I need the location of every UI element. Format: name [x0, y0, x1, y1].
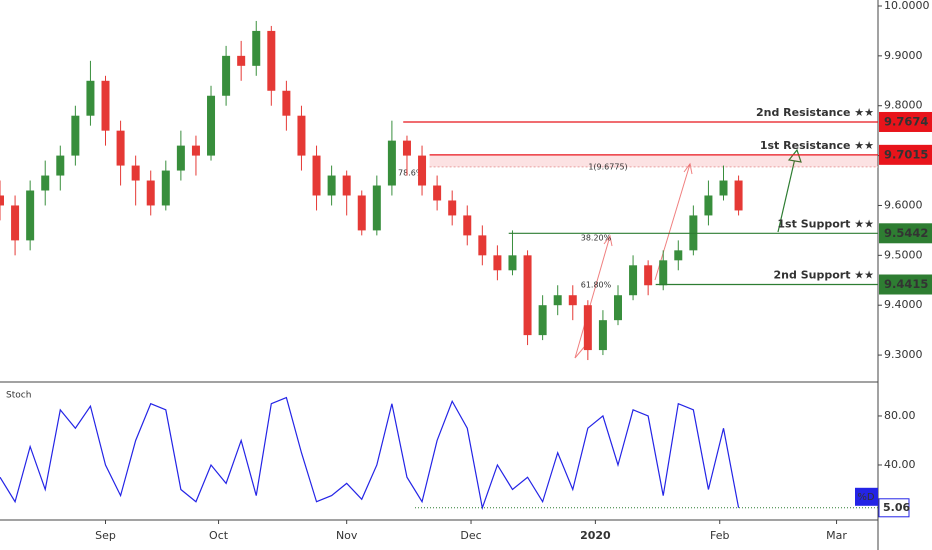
candle-body [583, 305, 592, 351]
candle-body [659, 260, 668, 286]
y-tick-label: 40.00 [884, 458, 916, 471]
y-tick-label: 9.6000 [884, 198, 923, 211]
fib-label: 78.6% [398, 169, 424, 178]
candle-body [719, 180, 728, 196]
candle-body [402, 140, 411, 156]
candle-body [116, 130, 125, 166]
level-price-label: 9.7674 [884, 114, 928, 128]
candle-body [387, 140, 396, 186]
candle-body [191, 145, 200, 156]
candle-body [176, 145, 185, 171]
candle-body [26, 190, 35, 241]
resistance-zone [429, 154, 878, 167]
candle-body [704, 195, 713, 216]
candle-body [357, 195, 366, 231]
legend-box [855, 487, 878, 506]
fib-label: 38.20% [581, 234, 612, 243]
candle-body [418, 155, 427, 186]
candle-body [342, 175, 351, 196]
candle-body [86, 80, 95, 116]
candle-body [41, 175, 50, 191]
y-tick-label: 10.0000 [884, 0, 930, 12]
candle-body [568, 295, 577, 306]
candle-body [734, 180, 743, 211]
candle-body [11, 205, 20, 241]
fib-label: 1(9.6775) [588, 163, 627, 172]
candle-body [433, 185, 442, 201]
x-tick-label: Sep [95, 529, 116, 542]
candle-body [0, 195, 4, 206]
y-tick-label: 9.4000 [884, 298, 923, 311]
level-name: 1st Resistance ★★ [760, 139, 874, 152]
candle-body [237, 55, 246, 66]
candle-body [207, 95, 216, 156]
candle-body [161, 170, 170, 206]
indicator-title: Stoch [6, 391, 31, 401]
candle-body [538, 305, 547, 336]
x-tick-label: Nov [336, 529, 358, 542]
legend-label: %D [857, 492, 875, 503]
candle-body [56, 155, 65, 176]
last-value-box [878, 498, 910, 518]
level-price-box [879, 274, 932, 295]
candle-body [674, 250, 683, 261]
candle-body [523, 255, 532, 336]
stoch-line [0, 396, 740, 511]
candle-body [71, 115, 80, 156]
candle-body [312, 155, 321, 196]
level-name: 2nd Resistance ★★ [756, 106, 874, 119]
candle-body [613, 295, 622, 321]
candle-body [478, 235, 487, 256]
candle-body [282, 90, 291, 116]
level-name: 2nd Support ★★ [774, 269, 875, 282]
x-tick-label: Dec [460, 529, 481, 542]
candle-body [598, 320, 607, 351]
candle-body [297, 115, 306, 156]
level-price-label: 9.5442 [884, 226, 928, 240]
candle-body [448, 200, 457, 216]
candle-body [493, 255, 502, 271]
candle-body [463, 215, 472, 236]
y-tick-label: 80.00 [884, 409, 916, 422]
level-price-label: 9.7015 [884, 147, 928, 161]
candle-body [222, 55, 231, 96]
candle-body [267, 30, 276, 91]
candle-body [101, 80, 110, 131]
level-price-box [879, 111, 932, 132]
x-tick-label: Mar [826, 529, 847, 542]
x-tick-label: Feb [710, 529, 729, 542]
candle-body [644, 265, 653, 286]
level-price-box [879, 223, 932, 244]
candle-body [553, 295, 562, 306]
y-tick-label: 9.5000 [884, 248, 923, 261]
candle-body [508, 255, 517, 271]
candle-body [372, 185, 381, 231]
candle-body [327, 175, 336, 196]
candle-body [629, 265, 638, 296]
y-tick-label: 9.8000 [884, 99, 923, 112]
y-tick-label: 9.3000 [884, 348, 923, 361]
x-tick-label: Oct [209, 529, 229, 542]
x-tick-label: 2020 [580, 529, 611, 542]
candle-body [131, 165, 140, 181]
candle-body [252, 30, 261, 66]
fib-label: 61.80% [581, 281, 612, 290]
y-tick-label: 9.9000 [884, 49, 923, 62]
level-price-label: 9.4415 [884, 277, 928, 291]
level-name: 1st Support ★★ [777, 217, 874, 230]
level-price-box [879, 144, 932, 165]
last-value-label: 5.06 [883, 501, 910, 514]
candle-body [146, 180, 155, 206]
